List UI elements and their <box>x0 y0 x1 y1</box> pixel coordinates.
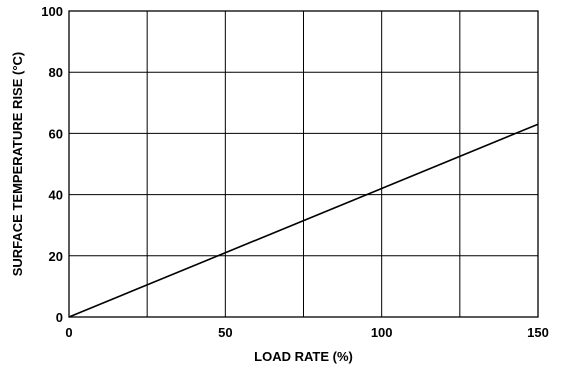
x-tick-label: 150 <box>527 325 549 340</box>
y-tick-label: 60 <box>49 126 63 141</box>
y-tick-label: 20 <box>49 249 63 264</box>
x-tick-label: 50 <box>218 325 232 340</box>
y-axis-label: SURFACE TEMPERATURE RISE (°C) <box>10 52 25 277</box>
x-tick-label: 0 <box>65 325 72 340</box>
x-tick-labels: 0 50 100 150 <box>65 325 548 340</box>
x-axis-label: LOAD RATE (%) <box>254 349 353 364</box>
y-tick-label: 100 <box>41 4 63 19</box>
y-tick-label: 80 <box>49 65 63 80</box>
y-tick-labels: 0 20 40 60 80 100 <box>41 4 63 325</box>
series-line-0 <box>68 123 539 318</box>
y-tick-label: 0 <box>56 310 63 325</box>
x-tick-label: 100 <box>371 325 393 340</box>
series-group <box>68 123 539 318</box>
grid <box>68 10 539 318</box>
y-tick-label: 40 <box>49 188 63 203</box>
plot-frame <box>68 10 539 318</box>
